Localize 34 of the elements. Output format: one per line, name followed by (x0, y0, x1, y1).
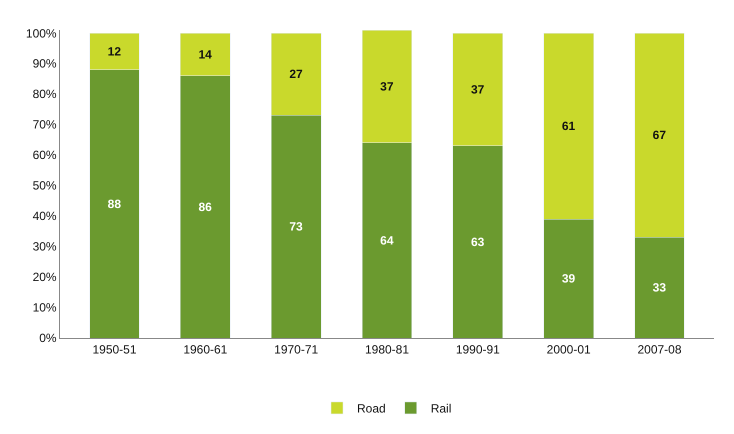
x-tick-label: 1990-91 (456, 342, 500, 356)
y-tick-label: 30% (32, 240, 57, 254)
data-label: 88 (108, 196, 122, 211)
data-label: 14 (198, 47, 212, 62)
data-label: 67 (652, 128, 666, 142)
y-tick-label: 50% (32, 178, 57, 193)
data-label: 86 (198, 200, 212, 214)
legend-label: Road (357, 402, 386, 416)
y-tick-label: 100% (26, 26, 57, 40)
y-tick-label: 90% (32, 56, 57, 71)
y-tick-label: 10% (32, 300, 57, 315)
x-tick-label: 1950-51 (92, 342, 137, 356)
data-label: 27 (289, 67, 304, 82)
data-label: 63 (470, 234, 485, 249)
data-label: 37 (470, 82, 485, 96)
data-label: 61 (562, 119, 576, 134)
data-label: 37 (380, 79, 394, 94)
x-tick-label: 2000-01 (546, 342, 592, 356)
y-tick-label: 40% (32, 209, 57, 224)
legend-label: Rail (430, 402, 452, 416)
y-tick-label: 80% (32, 87, 57, 102)
y-tick-label: 20% (32, 270, 57, 284)
data-label: 33 (652, 280, 666, 295)
x-tick-label: 2007-08 (637, 342, 682, 356)
data-label: 64 (380, 233, 394, 248)
data-label: 39 (562, 272, 576, 286)
x-tick-label: 1960-61 (183, 342, 228, 356)
x-tick-label: 1970-71 (274, 342, 319, 356)
y-tick-label: 60% (32, 148, 57, 162)
data-label: 12 (108, 44, 122, 58)
y-tick-label: 0% (39, 331, 57, 346)
y-tick-label: 70% (32, 118, 57, 132)
data-label: 73 (289, 220, 304, 234)
x-tick-label: 1980-81 (364, 342, 410, 356)
